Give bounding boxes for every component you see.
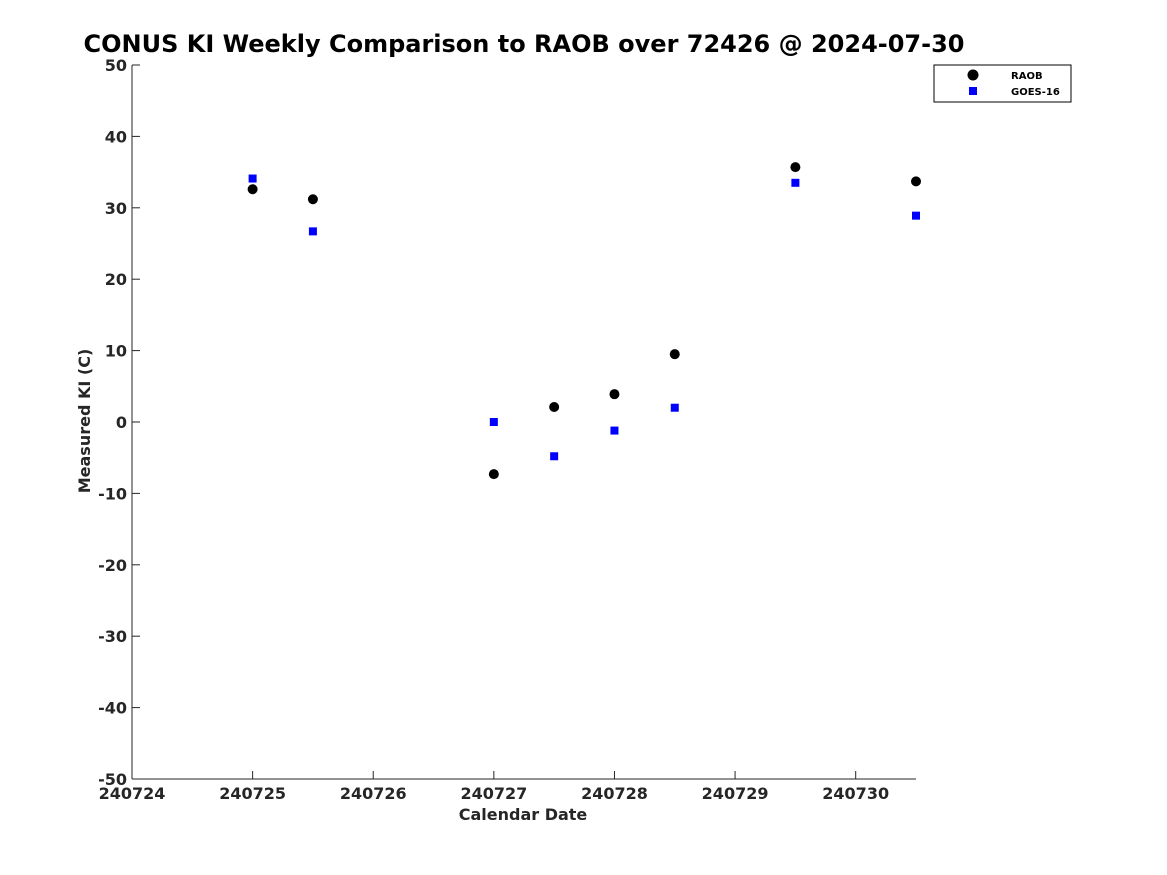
legend-label: GOES-16 [1011, 87, 1060, 98]
legend-label: RAOB [1011, 71, 1043, 82]
goes16-point [610, 426, 619, 435]
goes16-point [308, 227, 317, 236]
goes16-point [489, 418, 498, 426]
y-tick-label: 0 [116, 413, 127, 432]
y-axis-label: Measured KI (C) [75, 349, 94, 494]
y-tick-label: -10 [98, 484, 127, 503]
x-tick-label: 240730 [822, 784, 889, 803]
x-tick-label: 240725 [219, 784, 286, 803]
y-tick-label: 20 [105, 270, 127, 289]
raob-point [488, 469, 499, 480]
goes16-point [791, 178, 800, 187]
y-tick-label: -20 [98, 556, 127, 575]
legend-goes16-marker [969, 87, 977, 95]
raob-point [609, 389, 620, 400]
raob-point [669, 349, 680, 360]
raob-point [549, 402, 560, 413]
goes16-point [912, 211, 920, 220]
y-tick-label: 50 [105, 56, 127, 75]
x-tick-label: 240728 [581, 784, 648, 803]
raob-point [790, 162, 801, 173]
y-tick-label: 10 [105, 342, 127, 361]
raob-point [247, 184, 258, 195]
y-tick-label: -40 [98, 699, 127, 718]
goes16-point [248, 174, 257, 183]
data-points-group [247, 162, 921, 480]
goes16-point [670, 403, 679, 412]
x-axis-label: Calendar Date [459, 805, 588, 824]
goes16-point [550, 452, 559, 461]
legend-box [933, 64, 1072, 103]
x-tick-label: 240727 [460, 784, 527, 803]
y-tick-label: 30 [105, 199, 127, 218]
y-tick-label: 40 [105, 127, 127, 146]
x-tick-label: 240729 [702, 784, 769, 803]
y-tick-label: -50 [98, 770, 127, 789]
raob-point [307, 194, 318, 205]
chart-title: CONUS KI Weekly Comparison to RAOB over … [84, 30, 965, 58]
x-tick-label: 240726 [340, 784, 407, 803]
legend-raob-marker [967, 69, 979, 81]
raob-point [911, 176, 921, 187]
y-tick-label: -30 [98, 627, 127, 646]
x-tick-label: 240724 [99, 784, 166, 803]
legend: RAOB GOES-16 [933, 64, 1072, 103]
